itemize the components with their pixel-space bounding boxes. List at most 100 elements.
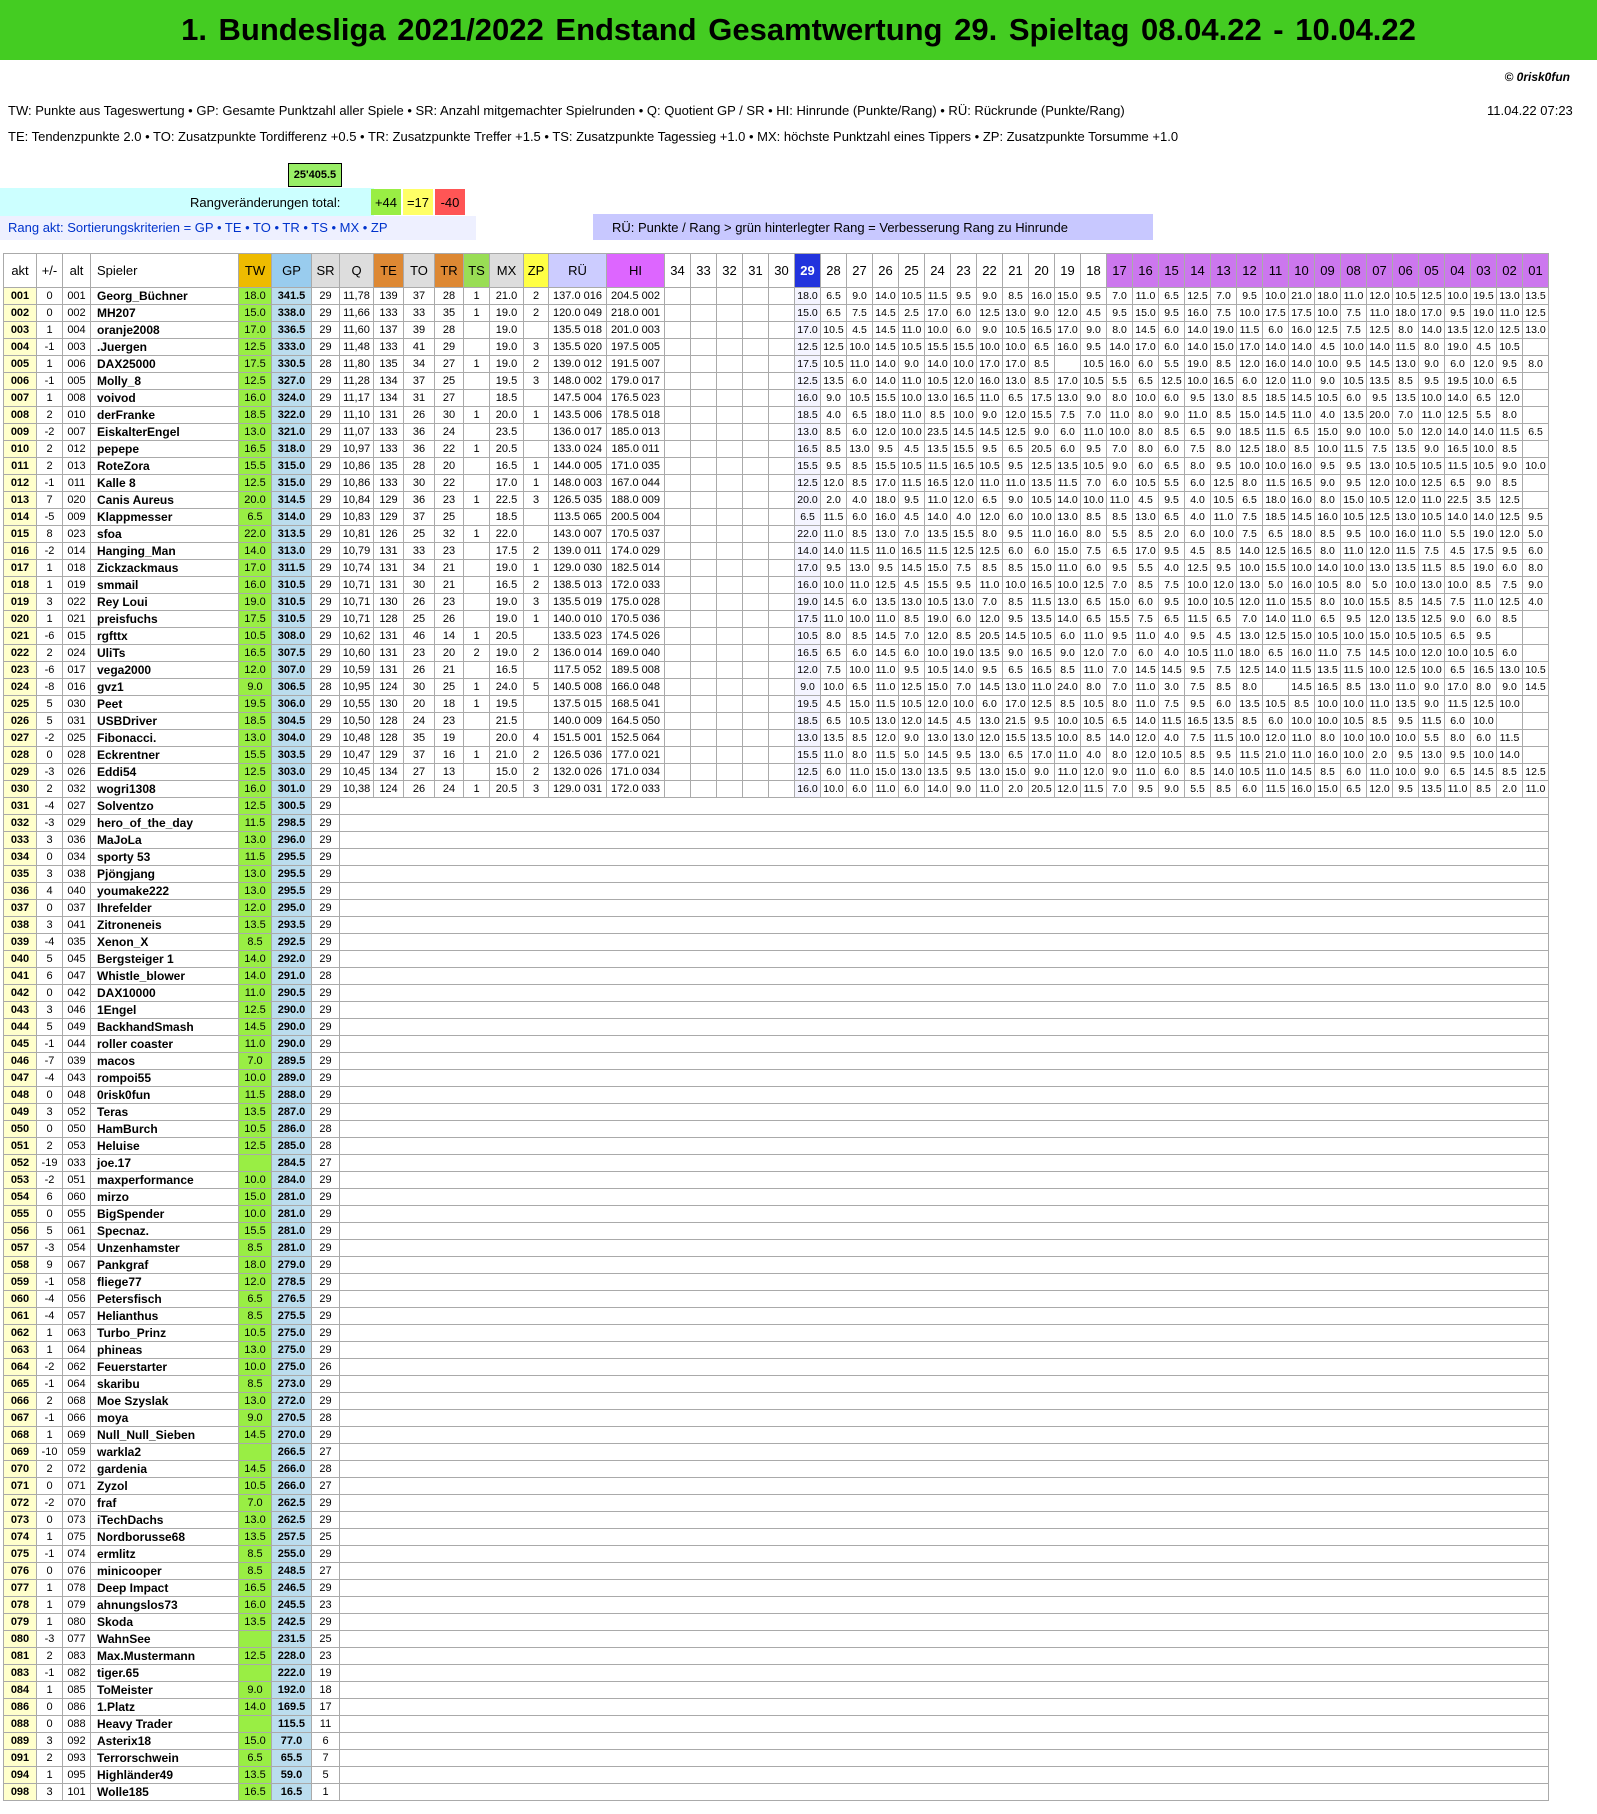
col-sr[interactable]: SR	[311, 253, 340, 288]
col-alt[interactable]: alt	[62, 253, 91, 288]
table-row[interactable]: 039 -4 035 Xenon_X 8.5 292.5 29	[3, 933, 1549, 951]
table-row[interactable]: 018 1 019 smmail 16.0 310.5 29 10,71 131 30 21 16.5…	[3, 576, 1549, 594]
table-row[interactable]: 058 9 067 Pankgraf 18.0 279.0 29	[3, 1256, 1549, 1274]
col-md-15[interactable]: 15	[1158, 253, 1185, 288]
table-row[interactable]: 017 1 018 Zickzackmaus 17.0 311.5 29 10,74 131 34…	[3, 559, 1549, 577]
table-row[interactable]: 023 -6 017 vega2000 12.0 307.0 29 10,59 131 26 21 1…	[3, 661, 1549, 679]
table-row[interactable]: 069 -10 059 warkla2 266.5 27	[3, 1443, 1549, 1461]
table-row[interactable]: 060 -4 056 Petersfisch 6.5 276.5 29	[3, 1290, 1549, 1308]
table-row[interactable]: 044 5 049 BackhandSmash 14.5 290.0 29	[3, 1018, 1549, 1036]
table-row[interactable]: 054 6 060 mirzo 15.0 281.0 29	[3, 1188, 1549, 1206]
table-row[interactable]: 006 -1 005 Molly_8 12.5 327.0 29 11,28 134 37 25 19…	[3, 372, 1549, 390]
table-row[interactable]: 091 2 093 Terrorschwein 6.5 65.5 7	[3, 1749, 1549, 1767]
table-row[interactable]: 038 3 041 Zitroneneis 13.5 293.5 29	[3, 916, 1549, 934]
table-row[interactable]: 052 -19 033 joe.17 284.5 27	[3, 1154, 1549, 1172]
table-row[interactable]: 022 2 024 UliTs 16.5 307.5 29 10,60 131 23 20 2 19.0…	[3, 644, 1549, 662]
table-row[interactable]: 011 2 013 RoteZora 15.5 315.0 29 10,86 135 28 20 16…	[3, 457, 1549, 475]
table-row[interactable]: 030 2 032 wogri1308 16.0 301.0 29 10,38 124 26 24 1…	[3, 780, 1549, 798]
col-player[interactable]: Spieler	[90, 253, 239, 288]
table-row[interactable]: 098 3 101 Wolle185 16.5 16.5 1	[3, 1783, 1549, 1801]
col-md-02[interactable]: 02	[1496, 253, 1523, 288]
col-md-11[interactable]: 11	[1262, 253, 1289, 288]
table-row[interactable]: 077 1 078 Deep Impact 16.5 246.5 29	[3, 1579, 1549, 1597]
col-gp[interactable]: GP	[271, 253, 312, 288]
table-row[interactable]: 041 6 047 Whistle_blower 14.0 291.0 28	[3, 967, 1549, 985]
col-ru[interactable]: RÜ	[548, 253, 607, 288]
table-row[interactable]: 078 1 079 ahnungslos73 16.0 245.5 23	[3, 1596, 1549, 1614]
table-row[interactable]: 064 -2 062 Feuerstarter 10.0 275.0 26	[3, 1358, 1549, 1376]
table-row[interactable]: 068 1 069 Null_Null_Sieben 14.5 270.0 29	[3, 1426, 1549, 1444]
table-row[interactable]: 013 7 020 Canis Aureus 20.0 314.5 29 10,84 129 36…	[3, 491, 1549, 509]
table-row[interactable]: 016 -2 014 Hanging_Man 14.0 313.0 29 10,79 131 33…	[3, 542, 1549, 560]
col-md-16[interactable]: 16	[1132, 253, 1159, 288]
table-row[interactable]: 012 -1 011 Kalle 8 12.5 315.0 29 10,86 133 30 22 17…	[3, 474, 1549, 492]
table-row[interactable]: 001 0 001 Georg_Büchner 18.0 341.5 29 11,78 139 3…	[3, 287, 1549, 305]
table-row[interactable]: 081 2 083 Max.Mustermann 12.5 228.0 23	[3, 1647, 1549, 1665]
col-md-30[interactable]: 30	[768, 253, 795, 288]
table-row[interactable]: 075 -1 074 ermlitz 8.5 255.0 29	[3, 1545, 1549, 1563]
table-row[interactable]: 033 3 036 MaJoLa 13.0 296.0 29	[3, 831, 1549, 849]
table-row[interactable]: 037 0 037 Ihrefelder 12.0 295.0 29	[3, 899, 1549, 917]
col-md-28[interactable]: 28	[820, 253, 847, 288]
table-row[interactable]: 007 1 008 voivod 16.0 324.0 29 11,17 134 31 27 18.5…	[3, 389, 1549, 407]
col-md-12[interactable]: 12	[1236, 253, 1263, 288]
table-row[interactable]: 005 1 006 DAX25000 17.5 330.5 28 11,80 135 34 27 1 1…	[3, 355, 1549, 373]
col-to[interactable]: TO	[403, 253, 435, 288]
table-row[interactable]: 045 -1 044 roller coaster 11.0 290.0 29	[3, 1035, 1549, 1053]
table-row[interactable]: 021 -6 015 rgfttx 10.5 308.0 29 10,62 131 46 14 1 20…	[3, 627, 1549, 645]
table-row[interactable]: 062 1 063 Turbo_Prinz 10.5 275.0 29	[3, 1324, 1549, 1342]
col-md-20[interactable]: 20	[1028, 253, 1055, 288]
col-md-23[interactable]: 23	[950, 253, 977, 288]
table-row[interactable]: 042 0 042 DAX10000 11.0 290.5 29	[3, 984, 1549, 1002]
table-row[interactable]: 047 -4 043 rompoi55 10.0 289.0 29	[3, 1069, 1549, 1087]
table-row[interactable]: 083 -1 082 tiger.65 222.0 19	[3, 1664, 1549, 1682]
table-row[interactable]: 076 0 076 minicooper 8.5 248.5 27	[3, 1562, 1549, 1580]
col-md-14[interactable]: 14	[1184, 253, 1211, 288]
col-md-31[interactable]: 31	[742, 253, 769, 288]
table-row[interactable]: 061 -4 057 Helianthus 8.5 275.5 29	[3, 1307, 1549, 1325]
col-md-32[interactable]: 32	[716, 253, 743, 288]
table-row[interactable]: 025 5 030 Peet 19.5 306.0 29 10,55 130 20 18 1 19.5 1…	[3, 695, 1549, 713]
col-tr[interactable]: TR	[434, 253, 464, 288]
col-md-07[interactable]: 07	[1366, 253, 1393, 288]
table-row[interactable]: 026 5 031 USBDriver 18.5 304.5 29 10,50 128 24 23 2…	[3, 712, 1549, 730]
col-hi[interactable]: HI	[606, 253, 665, 288]
table-row[interactable]: 057 -3 054 Unzenhamster 8.5 281.0 29	[3, 1239, 1549, 1257]
table-row[interactable]: 073 0 073 iTechDachs 13.0 262.5 29	[3, 1511, 1549, 1529]
table-row[interactable]: 024 -8 016 gvz1 9.0 306.5 28 10,95 124 30 25 1 24.0 5…	[3, 678, 1549, 696]
col-md-04[interactable]: 04	[1444, 253, 1471, 288]
col-md-06[interactable]: 06	[1392, 253, 1419, 288]
col-ts[interactable]: TS	[463, 253, 490, 288]
table-row[interactable]: 046 -7 039 macos 7.0 289.5 29	[3, 1052, 1549, 1070]
table-row[interactable]: 009 -2 007 EiskalterEngel 13.0 321.0 29 11,07 13…	[3, 423, 1549, 441]
table-row[interactable]: 080 -3 077 WahnSee 231.5 25	[3, 1630, 1549, 1648]
col-mx[interactable]: MX	[489, 253, 524, 288]
table-row[interactable]: 002 0 002 MH207 15.0 338.0 29 11,66 133 33 35 1 19.0…	[3, 304, 1549, 322]
col-tw[interactable]: TW	[238, 253, 272, 288]
table-row[interactable]: 074 1 075 Nordborusse68 13.5 257.5 25	[3, 1528, 1549, 1546]
table-row[interactable]: 004 -1 003 .Juergen 12.5 333.0 29 11,48 133 41 29 1…	[3, 338, 1549, 356]
table-row[interactable]: 067 -1 066 moya 9.0 270.5 28	[3, 1409, 1549, 1427]
col-md-17[interactable]: 17	[1106, 253, 1133, 288]
col-md-03[interactable]: 03	[1470, 253, 1497, 288]
col-change[interactable]: +/-	[36, 253, 63, 288]
table-row[interactable]: 031 -4 027 Solventzo 12.5 300.5 29	[3, 797, 1549, 815]
table-row[interactable]: 034 0 034 sporty 53 11.5 295.5 29	[3, 848, 1549, 866]
table-row[interactable]: 094 1 095 Highländer49 13.5 59.0 5	[3, 1766, 1549, 1784]
col-md-10[interactable]: 10	[1288, 253, 1315, 288]
col-md-24[interactable]: 24	[924, 253, 951, 288]
table-row[interactable]: 070 2 072 gardenia 14.5 266.0 28	[3, 1460, 1549, 1478]
table-row[interactable]: 043 3 046 1Engel 12.5 290.0 29	[3, 1001, 1549, 1019]
table-row[interactable]: 086 0 086 1.Platz 14.0 169.5 17	[3, 1698, 1549, 1716]
col-md-22[interactable]: 22	[976, 253, 1003, 288]
col-md-25[interactable]: 25	[898, 253, 925, 288]
table-row[interactable]: 008 2 010 derFranke 18.5 322.0 29 11,10 131 26 30 1…	[3, 406, 1549, 424]
table-row[interactable]: 015 8 023 sfoa 22.0 313.5 29 10,81 126 25 32 1 22.0 1…	[3, 525, 1549, 543]
table-row[interactable]: 036 4 040 youmake222 13.0 295.5 29	[3, 882, 1549, 900]
table-row[interactable]: 020 1 021 preisfuchs 17.5 310.5 29 10,71 128 25 26…	[3, 610, 1549, 628]
col-zp[interactable]: ZP	[523, 253, 549, 288]
col-md-29[interactable]: 29	[794, 253, 821, 288]
col-te[interactable]: TE	[373, 253, 404, 288]
table-row[interactable]: 053 -2 051 maxperformance 10.0 284.0 29	[3, 1171, 1549, 1189]
col-md-09[interactable]: 09	[1314, 253, 1341, 288]
